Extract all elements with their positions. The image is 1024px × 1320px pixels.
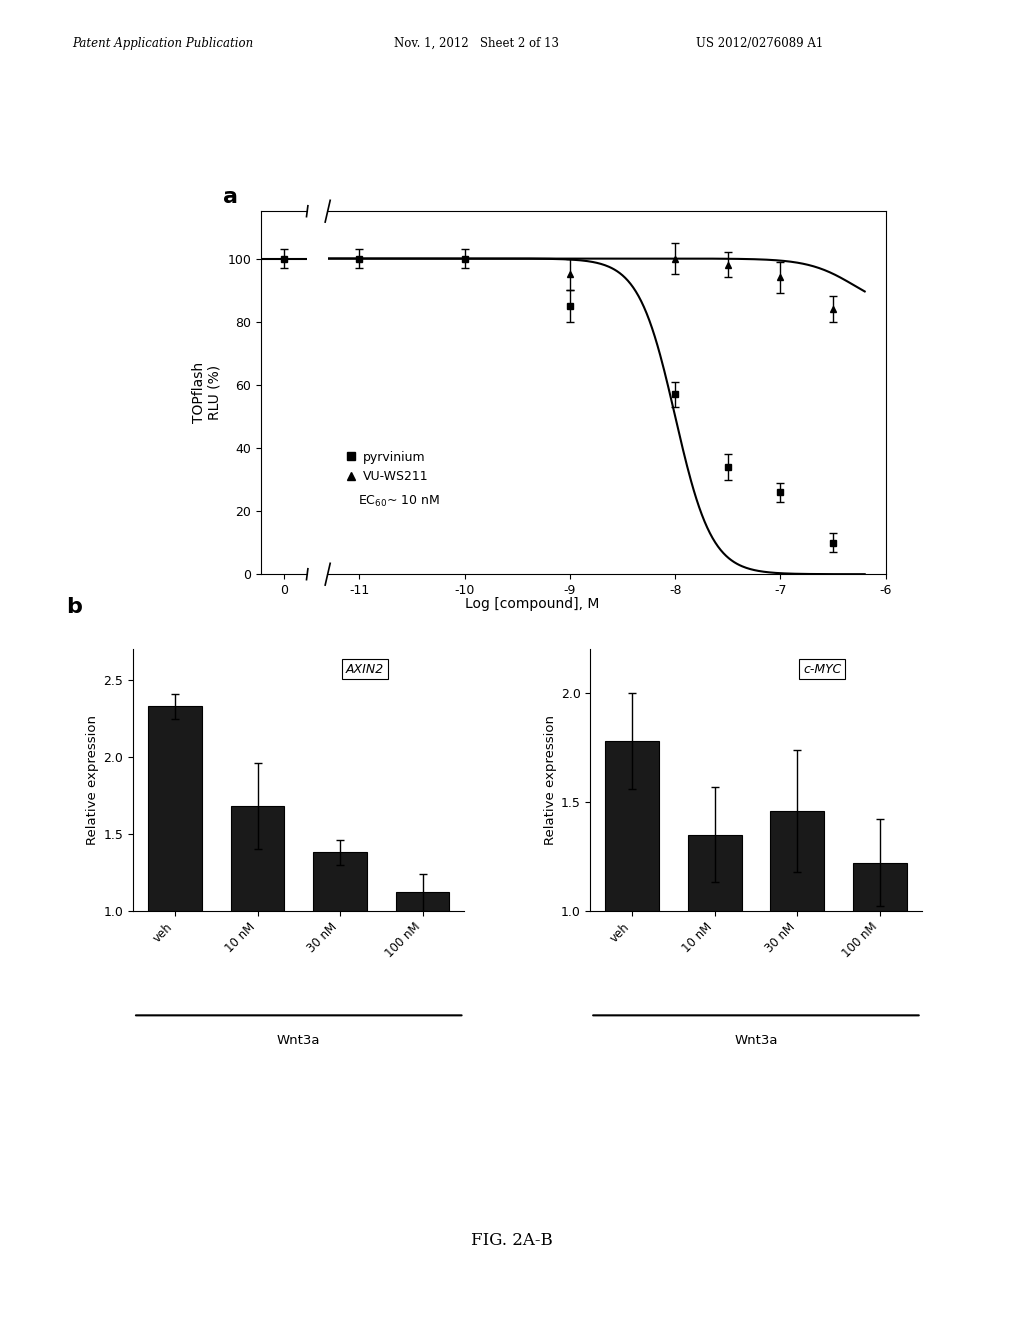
- Text: c-MYC: c-MYC: [803, 663, 842, 676]
- Text: b: b: [67, 597, 83, 616]
- Text: Log [compound], M: Log [compound], M: [465, 597, 600, 611]
- Text: FIG. 2A-B: FIG. 2A-B: [471, 1233, 553, 1249]
- Y-axis label: Relative expression: Relative expression: [544, 715, 556, 845]
- Text: Wnt3a: Wnt3a: [278, 1034, 321, 1047]
- Text: EC$_{60}$~ 10 nM: EC$_{60}$~ 10 nM: [358, 495, 440, 510]
- Bar: [688, 834, 741, 911]
- Bar: [148, 706, 202, 911]
- Text: US 2012/0276089 A1: US 2012/0276089 A1: [696, 37, 823, 50]
- Text: Wnt3a: Wnt3a: [734, 1034, 777, 1047]
- Legend: pyrvinium, VU-WS211: pyrvinium, VU-WS211: [340, 446, 434, 488]
- Text: AXIN2: AXIN2: [346, 663, 384, 676]
- Text: a: a: [223, 187, 239, 207]
- Bar: [395, 892, 450, 911]
- Bar: [313, 853, 367, 911]
- Text: Patent Application Publication: Patent Application Publication: [72, 37, 253, 50]
- Y-axis label: TOPflash
RLU (%): TOPflash RLU (%): [191, 362, 222, 424]
- Bar: [605, 741, 659, 911]
- Text: Nov. 1, 2012   Sheet 2 of 13: Nov. 1, 2012 Sheet 2 of 13: [394, 37, 559, 50]
- Bar: [230, 807, 285, 911]
- Bar: [770, 810, 824, 911]
- Y-axis label: Relative expression: Relative expression: [86, 715, 99, 845]
- Bar: [853, 863, 906, 911]
